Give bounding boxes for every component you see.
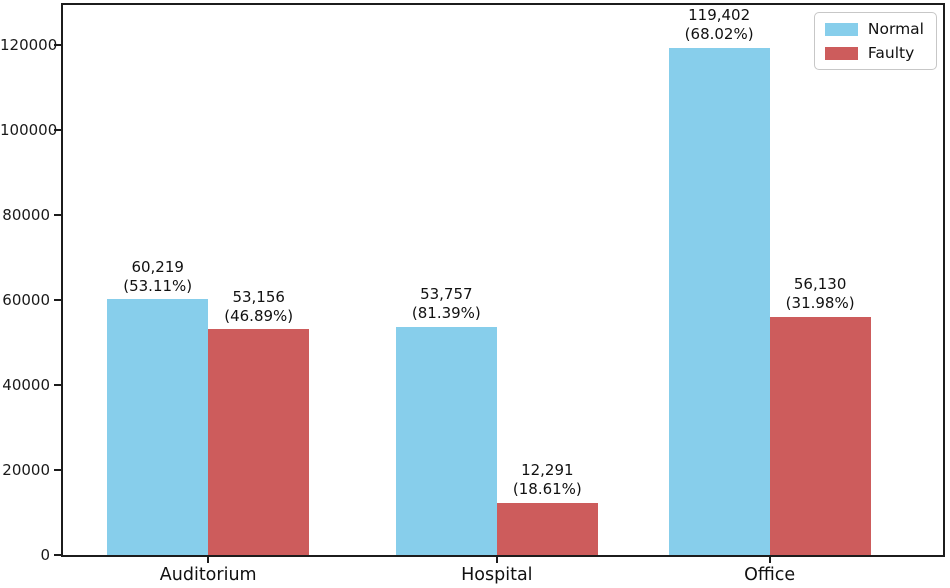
x-axis-label-auditorium: Auditorium [159, 565, 257, 585]
legend-label-faulty: Faulty [867, 44, 915, 62]
y-axis-tick-label: 0 [40, 545, 50, 564]
y-axis-tick-mark [54, 384, 61, 387]
bar-label-faulty-office: 56,130 (31.98%) [785, 275, 855, 312]
x-axis-label-hospital: Hospital [461, 565, 533, 585]
bar-label-faulty-hospital: 12,291 (18.61%) [512, 461, 582, 499]
legend-swatch-faulty [824, 46, 858, 60]
bar-normal-hospital [395, 326, 497, 555]
legend-swatch-normal [824, 22, 858, 36]
x-axis-tick-mark [495, 557, 498, 563]
x-axis-tick-mark [207, 557, 210, 563]
bar-label-normal-office: 119,402 (68.02%) [684, 6, 754, 44]
y-axis-tick-mark [54, 299, 61, 302]
x-axis-tick-mark [768, 557, 771, 563]
legend-entry-normal: Normal [824, 20, 924, 38]
y-axis-tick-mark [54, 214, 61, 217]
y-axis-tick-label: 80000 [2, 205, 50, 224]
x-axis-label-office: Office [744, 565, 796, 585]
bar-label-normal-hospital: 53,757 (81.39%) [411, 285, 481, 322]
bar-label-faulty-auditorium: 53,156 (46.89%) [224, 287, 294, 325]
bar-faulty-office [769, 316, 871, 555]
legend-entry-faulty: Faulty [824, 44, 924, 62]
bar-normal-auditorium [107, 299, 209, 555]
bar-faulty-hospital [496, 502, 598, 555]
y-axis-tick-label: 20000 [2, 460, 50, 479]
bar-faulty-auditorium [208, 329, 310, 555]
y-axis-tick-mark [54, 554, 61, 556]
y-axis-tick-label: 60000 [2, 290, 50, 309]
y-axis-tick-mark [54, 129, 61, 132]
y-axis-tick-label: 120000 [0, 35, 58, 54]
y-axis-tick-mark [54, 44, 61, 47]
plot-area: 60,219 (53.11%) 53,156 (46.89%) 53,757 (81… [61, 3, 945, 557]
y-axis-tick-mark [54, 469, 61, 472]
legend: Normal Faulty [813, 12, 937, 70]
y-axis-tick-label: 40000 [2, 375, 50, 394]
bar-label-normal-auditorium: 60,219 (53.11%) [123, 257, 193, 295]
bar-normal-office [668, 47, 770, 555]
y-axis-tick-label: 100000 [0, 120, 58, 139]
legend-label-normal: Normal [867, 20, 924, 38]
